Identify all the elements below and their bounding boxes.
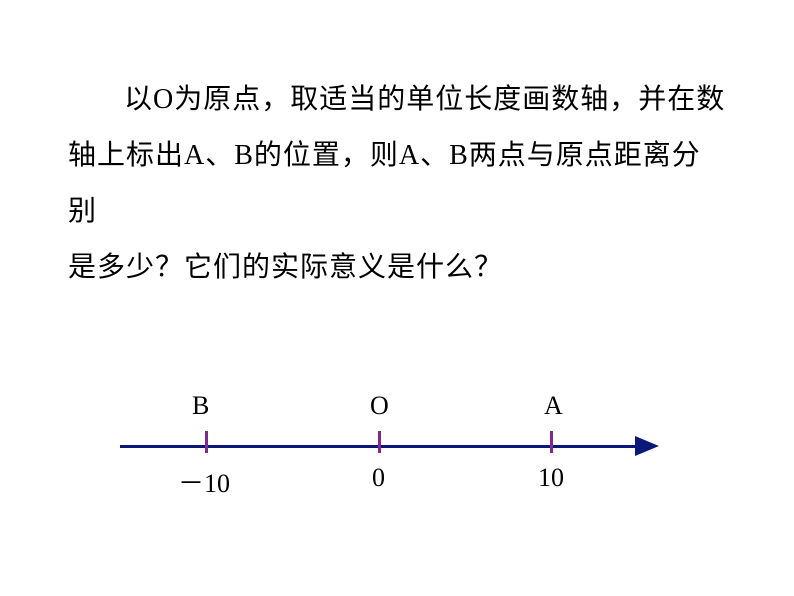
- text-line-3: 是多少？它们的实际意义是什么？: [68, 240, 728, 296]
- label-ten: 10: [538, 463, 564, 493]
- label-a-top: A: [544, 391, 563, 421]
- label-b-top: B: [192, 391, 209, 421]
- label-minus-10: －10: [178, 463, 230, 500]
- axis-arrow-icon: [635, 436, 659, 456]
- tick-a: [550, 431, 553, 453]
- text-line-2: 轴上标出A、B的位置，则A、B两点与原点距离分别: [68, 128, 728, 240]
- label-zero: 0: [372, 463, 385, 493]
- tick-o: [378, 431, 381, 453]
- tick-b: [205, 431, 208, 453]
- question-text: 以O为原点，取适当的单位长度画数轴，并在数 轴上标出A、B的位置，则A、B两点与…: [68, 72, 728, 296]
- text-line-1: 以O为原点，取适当的单位长度画数轴，并在数: [68, 72, 728, 128]
- label-o-top: O: [370, 391, 389, 421]
- number-line-diagram: B O A －10 0 10: [120, 395, 670, 515]
